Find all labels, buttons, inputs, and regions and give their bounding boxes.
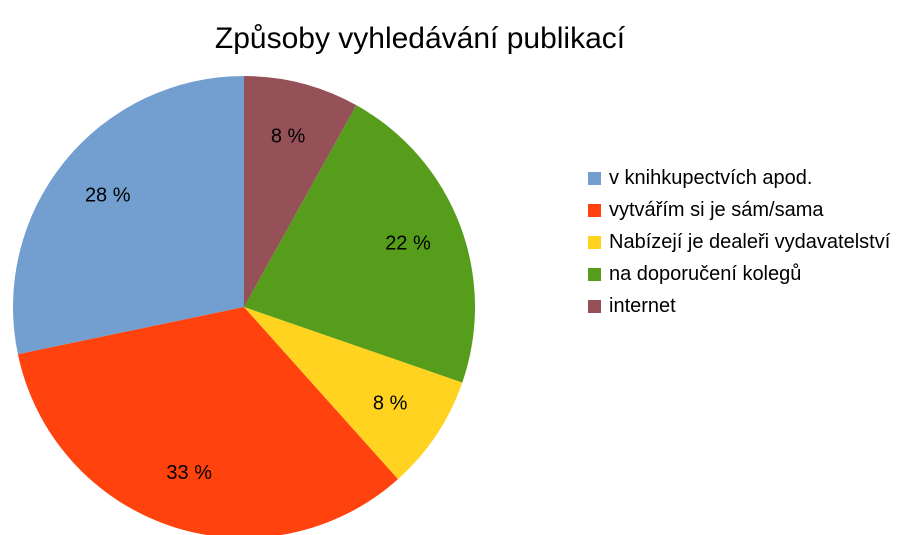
legend-swatch xyxy=(588,300,601,313)
chart-title: Způsoby vyhledávání publikací xyxy=(215,22,626,55)
pie-slice xyxy=(244,307,463,480)
legend: v knihkupectvích apod. vytvářím si je sám… xyxy=(588,166,893,326)
legend-label: na doporučení kolegů xyxy=(609,263,802,285)
legend-label: vytvářím si je sám/sama xyxy=(609,199,824,221)
legend-item: v knihkupectvích apod. xyxy=(588,166,893,190)
data-label: 28 % xyxy=(85,185,131,207)
data-label: 33 % xyxy=(166,462,212,484)
legend-swatch xyxy=(588,204,601,217)
pie-slice xyxy=(244,76,357,307)
legend-item: na doporučení kolegů xyxy=(588,262,893,286)
legend-label: Nabízejí je dealeři vydavatelství xyxy=(609,231,891,253)
data-label: 8 % xyxy=(373,393,408,415)
legend-item: vytvářím si je sám/sama xyxy=(588,198,893,222)
legend-swatch xyxy=(588,236,601,249)
data-label: 8 % xyxy=(271,125,306,147)
data-label: 22 % xyxy=(385,233,431,255)
pie-slice xyxy=(244,105,475,383)
legend-item: internet xyxy=(588,294,893,318)
legend-swatch xyxy=(588,172,601,185)
legend-label: v knihkupectvích apod. xyxy=(609,167,813,189)
legend-item: Nabízejí je dealeři vydavatelství xyxy=(588,230,893,254)
legend-label: internet xyxy=(609,295,676,317)
legend-swatch xyxy=(588,268,601,281)
pie-slice xyxy=(12,76,245,355)
pie-slice xyxy=(17,307,399,535)
